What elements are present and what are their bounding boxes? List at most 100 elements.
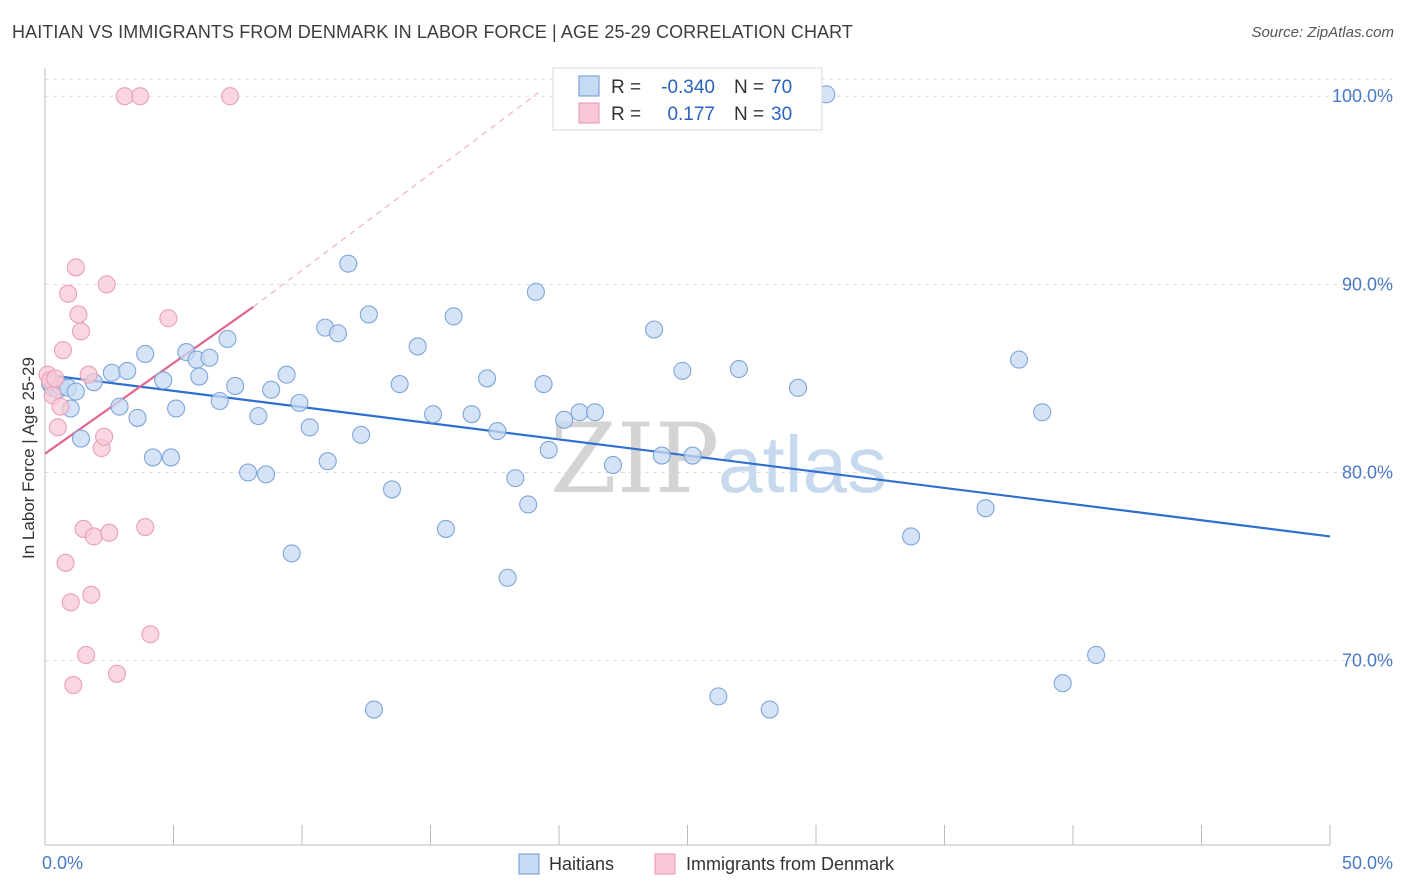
point-1-7	[56, 553, 75, 572]
point-1-16	[79, 365, 98, 384]
point-1-11	[66, 258, 85, 277]
point-0-25	[238, 463, 258, 482]
legend-r-value-2: 0.177	[667, 104, 715, 125]
point-0-49	[498, 568, 517, 587]
point-0-69	[976, 499, 995, 518]
point-1-24	[115, 87, 134, 106]
point-0-45	[444, 307, 463, 326]
point-1-12	[69, 305, 88, 324]
point-1-25	[131, 87, 150, 106]
point-0-16	[161, 448, 180, 467]
point-0-73	[1087, 645, 1106, 665]
point-0-52	[526, 282, 545, 301]
point-1-4	[48, 418, 67, 437]
point-0-43	[424, 405, 443, 424]
series-0	[41, 85, 1106, 719]
y-tick-label-1: 80.0%	[1342, 462, 1393, 482]
point-0-17	[167, 399, 186, 418]
point-0-63	[709, 687, 728, 706]
point-0-35	[328, 324, 348, 343]
point-1-21	[97, 275, 116, 294]
x-tick-labels: 0.0% 50.0%	[42, 853, 1393, 873]
legend-swatch-denmark	[578, 102, 600, 124]
point-0-68	[902, 527, 921, 546]
point-1-23	[107, 664, 127, 683]
point-0-64	[729, 359, 748, 379]
legend-swatch-haitians	[578, 75, 600, 97]
point-0-9	[102, 363, 121, 382]
trend-line-1	[44, 306, 254, 455]
point-0-56	[570, 403, 589, 422]
legend-n-label-1: N =	[734, 77, 764, 98]
point-0-46	[462, 405, 481, 424]
point-0-42	[408, 337, 427, 356]
point-1-28	[159, 309, 178, 328]
point-0-59	[645, 320, 664, 339]
point-0-72	[1053, 674, 1072, 693]
point-1-29	[220, 87, 240, 106]
point-1-17	[82, 585, 101, 604]
point-1-5	[51, 397, 70, 416]
source-note: Source: ZipAtlas.com	[1251, 24, 1394, 41]
point-0-55	[555, 410, 574, 429]
point-1-3	[46, 369, 65, 388]
point-0-57	[585, 403, 605, 422]
point-0-28	[262, 380, 281, 399]
bottom-legend-swatch-haitians	[518, 853, 540, 875]
bottom-legend-label-denmark: Immigrants from Denmark	[686, 854, 895, 874]
chart-title: HAITIAN VS IMMIGRANTS FROM DENMARK IN LA…	[12, 22, 854, 42]
y-tick-label-3: 100.0%	[1332, 86, 1393, 106]
legend-n-label-2: N =	[734, 104, 764, 125]
point-1-10	[64, 676, 83, 695]
y-tick-label-0: 70.0%	[1342, 651, 1393, 671]
point-0-58	[603, 455, 623, 475]
bottom-legend-swatch-denmark	[654, 853, 676, 875]
point-0-40	[382, 480, 402, 499]
point-1-18	[84, 527, 103, 546]
legend-r-label-1: R =	[611, 77, 641, 98]
x-tick-label-0: 0.0%	[42, 853, 83, 873]
point-0-54	[539, 440, 558, 459]
data-points	[38, 85, 1106, 719]
point-0-24	[226, 376, 245, 395]
point-1-13	[71, 322, 91, 341]
point-0-38	[359, 305, 378, 324]
x-tick-label-1: 50.0%	[1342, 853, 1393, 873]
axes	[44, 68, 1331, 846]
point-0-26	[249, 407, 268, 426]
point-0-6	[66, 382, 85, 401]
point-1-8	[59, 284, 78, 303]
watermark: ZIP atlas	[550, 403, 887, 515]
point-0-32	[300, 418, 319, 437]
point-1-15	[77, 645, 96, 665]
legend-n-value-1: 70	[771, 77, 792, 98]
y-axis-title: In Labor Force | Age 25-29	[19, 357, 38, 559]
point-0-20	[190, 367, 209, 386]
point-0-60	[652, 446, 671, 465]
point-0-14	[143, 448, 162, 467]
watermark-atlas: atlas	[718, 420, 887, 509]
legend-r-value-1: -0.340	[661, 77, 715, 98]
legend-r-label-2: R =	[611, 104, 641, 125]
point-0-71	[1033, 403, 1052, 422]
series-1	[38, 87, 240, 695]
point-0-34	[318, 452, 337, 471]
point-0-21	[200, 348, 219, 367]
point-0-37	[352, 425, 371, 444]
point-0-29	[277, 365, 296, 384]
point-0-53	[534, 375, 553, 394]
point-0-39	[364, 700, 384, 719]
point-0-50	[506, 469, 525, 488]
point-0-65	[760, 700, 779, 719]
grid-lines	[45, 78, 1392, 662]
bottom-legend: Haitians Immigrants from Denmark	[518, 853, 895, 875]
legend-n-value-2: 30	[771, 104, 792, 125]
y-tick-labels: 70.0% 80.0% 90.0% 100.0%	[1332, 86, 1393, 670]
point-0-66	[788, 378, 808, 397]
point-0-48	[488, 422, 507, 441]
point-0-13	[136, 344, 155, 364]
point-0-11	[118, 361, 137, 380]
point-0-51	[519, 495, 538, 514]
point-1-22	[100, 523, 119, 542]
